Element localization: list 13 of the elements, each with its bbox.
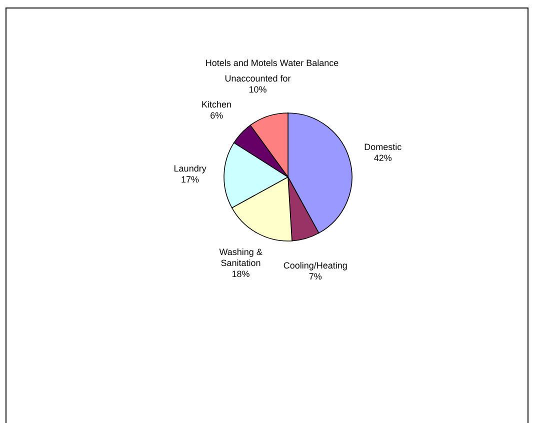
data-label: 17%	[181, 174, 200, 184]
slice-label: Cooling/Heating	[283, 260, 348, 271]
data-label: 42%	[374, 153, 392, 164]
slice-label: Kitchen	[202, 99, 232, 110]
slice-label: Domestic	[364, 142, 402, 152]
slice-label: Unaccounted for	[224, 73, 291, 84]
chart-title: Hotels and Motels Water Balance	[205, 58, 339, 68]
slice-label: Laundry	[174, 163, 207, 174]
data-label: 10%	[248, 84, 267, 94]
data-label: 18%	[232, 268, 250, 279]
data-label: 7%	[308, 272, 322, 282]
data-label: 6%	[210, 110, 224, 120]
slice-label: Washing & Sanitation	[219, 246, 262, 268]
